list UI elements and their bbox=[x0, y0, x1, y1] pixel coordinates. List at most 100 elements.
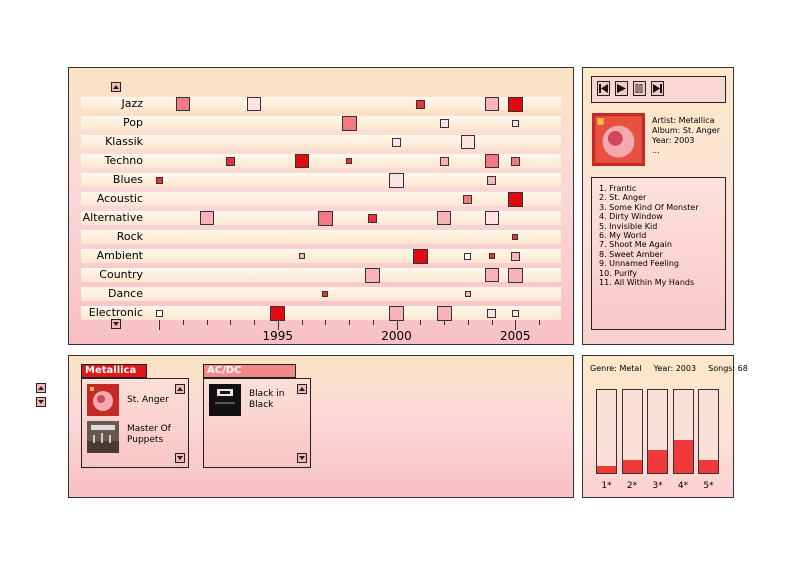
track-item[interactable]: 6. My World bbox=[599, 231, 647, 241]
genre-year-cell[interactable] bbox=[507, 191, 523, 207]
genre-year-cell[interactable] bbox=[199, 211, 214, 225]
artists-scroll-down-button[interactable] bbox=[36, 397, 46, 407]
year-tick bbox=[301, 320, 303, 325]
genre-year-cell[interactable] bbox=[436, 305, 452, 321]
genre-year-cell[interactable] bbox=[247, 97, 261, 111]
genre-year-cell[interactable] bbox=[484, 97, 499, 111]
genre-year-cell[interactable] bbox=[341, 115, 357, 131]
genre-year-cell[interactable] bbox=[392, 137, 401, 147]
album-title[interactable]: Black in Black bbox=[249, 389, 285, 410]
genre-year-cell[interactable] bbox=[511, 309, 519, 317]
genre-year-cell[interactable] bbox=[464, 252, 472, 260]
genre-year-cell[interactable] bbox=[439, 156, 449, 166]
skip-forward-button[interactable] bbox=[651, 81, 664, 96]
genre-year-cell[interactable] bbox=[484, 211, 499, 225]
rating-bar[interactable] bbox=[596, 389, 617, 474]
genre-label[interactable]: Electronic bbox=[88, 306, 143, 319]
genre-year-cell[interactable] bbox=[270, 305, 286, 321]
genre-year-cell[interactable] bbox=[437, 211, 451, 225]
rating-bar[interactable] bbox=[621, 389, 643, 474]
genre-year-cell[interactable] bbox=[439, 118, 449, 128]
track-item[interactable]: 11. All Within My Hands bbox=[599, 278, 695, 288]
track-item[interactable]: 2. St. Anger bbox=[599, 193, 647, 203]
albums-scroll-up-button[interactable] bbox=[297, 384, 307, 394]
genre-year-cell[interactable] bbox=[294, 154, 309, 168]
genre-year-cell[interactable] bbox=[464, 291, 471, 297]
album-title[interactable]: St. Anger bbox=[127, 395, 169, 405]
genre-year-cell[interactable] bbox=[317, 210, 333, 226]
skip-back-button[interactable] bbox=[597, 81, 610, 96]
track-item[interactable]: 3. Some Kind Of Monster bbox=[599, 202, 699, 212]
artist-line: Artist: Metallica bbox=[652, 116, 715, 125]
albums-scroll-up-button[interactable] bbox=[175, 384, 185, 394]
genre-label[interactable]: Jazz bbox=[121, 97, 143, 110]
rating-bar[interactable] bbox=[672, 389, 694, 474]
albums-scroll-down-button[interactable] bbox=[175, 453, 185, 463]
genre-year-cell[interactable] bbox=[365, 267, 381, 283]
genre-label[interactable]: Rock bbox=[116, 230, 143, 243]
rating-bar[interactable] bbox=[647, 389, 668, 474]
scroll-up-button[interactable] bbox=[111, 82, 121, 92]
scroll-down-button[interactable] bbox=[111, 319, 121, 329]
genre-year-cell[interactable] bbox=[484, 268, 499, 282]
track-item[interactable]: 9. Unnamed Feeling bbox=[599, 259, 680, 269]
album-cover-st-anger[interactable] bbox=[87, 384, 119, 416]
rating-bar[interactable] bbox=[698, 389, 719, 474]
genre-year-cell[interactable] bbox=[488, 253, 495, 259]
play-button[interactable] bbox=[615, 81, 628, 96]
genre-label[interactable]: Alternative bbox=[82, 211, 143, 224]
track-item[interactable]: 4. Dirty Window bbox=[599, 212, 663, 222]
genre-year-cell[interactable] bbox=[510, 156, 520, 166]
genre-year-cell[interactable] bbox=[511, 119, 519, 127]
genre-year-cell[interactable] bbox=[412, 248, 428, 264]
album-cover-master-of-puppets[interactable] bbox=[87, 421, 119, 453]
genre-year-cell[interactable] bbox=[389, 172, 404, 188]
genre-label[interactable]: Country bbox=[99, 268, 143, 281]
album-title[interactable]: Master Of Puppets bbox=[127, 424, 171, 445]
genre-label[interactable]: Acoustic bbox=[96, 192, 143, 205]
genre-label[interactable]: Pop bbox=[123, 116, 143, 129]
track-item[interactable]: 8. Sweet Amber bbox=[599, 249, 663, 259]
genre-label[interactable]: Techno bbox=[104, 154, 143, 167]
genre-year-cell[interactable] bbox=[415, 99, 425, 109]
genre-year-cell[interactable] bbox=[155, 176, 163, 184]
artist-tab-acdc[interactable]: AC/DC bbox=[203, 364, 296, 378]
artists-scroll-up-button[interactable] bbox=[36, 383, 46, 393]
year-tick bbox=[182, 320, 184, 325]
genre-label[interactable]: Ambient bbox=[96, 249, 143, 262]
genre-year-cell[interactable] bbox=[322, 291, 329, 297]
genre-label[interactable]: Dance bbox=[108, 287, 143, 300]
track-item[interactable]: 1. Frantic bbox=[599, 184, 637, 193]
genre-label[interactable]: Klassik bbox=[105, 135, 143, 148]
genre-year-cell[interactable] bbox=[460, 135, 475, 149]
genre-year-cell[interactable] bbox=[389, 305, 404, 321]
year-tick bbox=[230, 320, 232, 325]
genre-year-cell[interactable] bbox=[487, 175, 496, 185]
genre-year-cell[interactable] bbox=[225, 156, 235, 166]
genre-year-cell[interactable] bbox=[346, 158, 352, 164]
album-cover-back-in-black[interactable] bbox=[209, 384, 241, 416]
genre-year-cell[interactable] bbox=[155, 309, 163, 317]
genre-year-cell[interactable] bbox=[487, 308, 496, 318]
track-item[interactable]: 7. Shoot Me Again bbox=[599, 240, 672, 250]
genre-year-cell[interactable] bbox=[507, 96, 523, 112]
genre-timeline-panel: Jazz Pop Klassik Techno Blues Acoustic Alterna… bbox=[68, 67, 574, 345]
genre-label[interactable]: Blues bbox=[112, 173, 143, 186]
genre-year-cell[interactable] bbox=[510, 251, 520, 261]
pause-button[interactable] bbox=[633, 81, 646, 96]
genre-year-cell[interactable] bbox=[463, 194, 473, 204]
genre-year-cell[interactable] bbox=[175, 97, 190, 111]
genre-year-cell[interactable] bbox=[512, 234, 519, 240]
track-item[interactable]: 10. Purify bbox=[599, 268, 637, 278]
track-item[interactable]: 5. Invisible Kid bbox=[599, 221, 658, 231]
artist-tab-metallica[interactable]: Metallica bbox=[81, 364, 147, 378]
now-playing-info: Artist: Metallica Album: St. Anger Year:… bbox=[652, 116, 720, 156]
genre-year-cell[interactable] bbox=[484, 154, 499, 168]
genre-year-cell[interactable] bbox=[507, 267, 523, 283]
genre-year-cell[interactable] bbox=[368, 213, 378, 223]
arrow-up-icon bbox=[177, 387, 183, 391]
stats-header: Genre: Metal Year: 2003 Songs: 68 bbox=[590, 364, 748, 373]
albums-scroll-down-button[interactable] bbox=[297, 453, 307, 463]
genre-year-cell[interactable] bbox=[298, 253, 305, 259]
year-tick bbox=[159, 320, 160, 330]
